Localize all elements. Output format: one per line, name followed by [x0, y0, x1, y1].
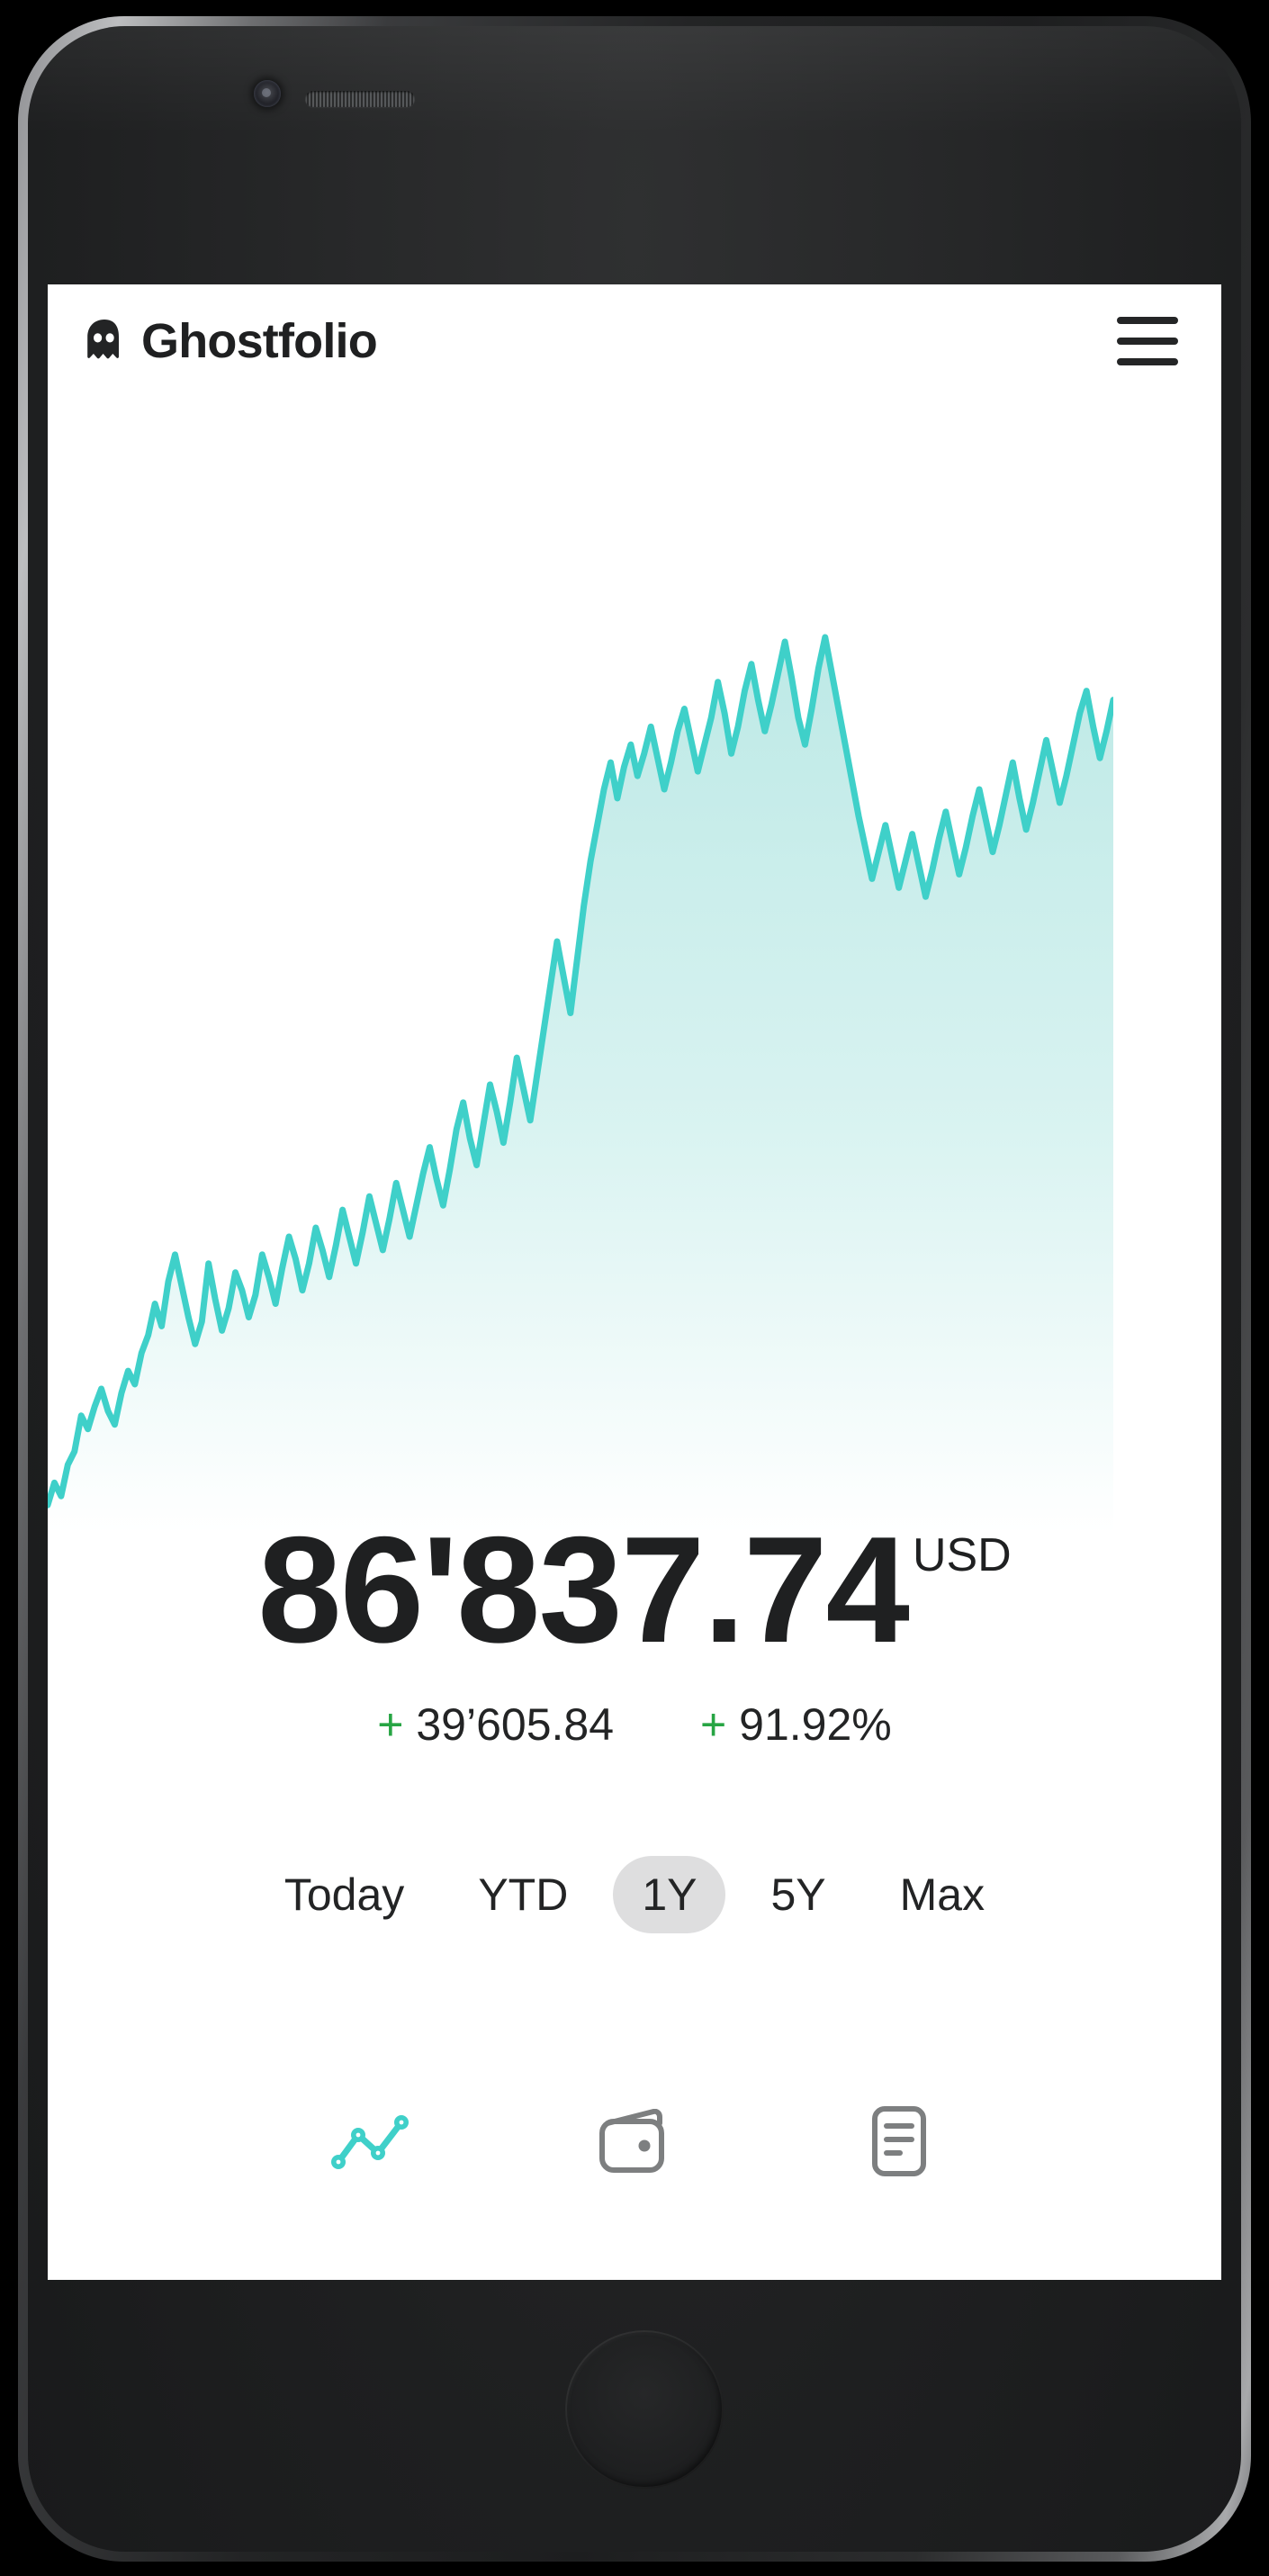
ghost-icon [87, 320, 119, 359]
date-range-tabs: Today YTD 1Y 5Y Max [48, 1856, 1221, 1933]
phone-screen: Ghostfolio [48, 284, 1221, 2280]
frame-highlight [28, 26, 1241, 134]
menu-line-3 [1117, 358, 1178, 365]
portfolio-currency: USD [912, 1529, 1012, 1581]
absolute-change: + 39’605.84 [377, 1698, 614, 1751]
home-button[interactable] [565, 2330, 724, 2489]
chart-area-fill [48, 637, 1113, 1534]
portfolio-value-row: 86'837.74 USD [257, 1505, 1012, 1674]
percent-change: + 91.92% [700, 1698, 892, 1751]
bottom-navigation [48, 2100, 1221, 2183]
brand-logo[interactable]: Ghostfolio [84, 314, 378, 368]
nav-item-activities[interactable] [858, 2100, 940, 2183]
portfolio-performance-chart[interactable] [48, 607, 1113, 1534]
portfolio-value-block: 86'837.74 USD + 39’605.84 + 91.92% [48, 1505, 1221, 1751]
percent-change-value: 91.92% [739, 1699, 892, 1751]
chart-line [48, 634, 1113, 1509]
tab-today[interactable]: Today [284, 1869, 405, 1920]
percent-change-sign: + [700, 1699, 727, 1751]
brand-name: Ghostfolio [141, 314, 378, 368]
tab-1y[interactable]: 1Y [613, 1856, 726, 1933]
absolute-change-sign: + [377, 1699, 404, 1751]
menu-line-2 [1117, 338, 1178, 345]
tab-max[interactable]: Max [899, 1869, 986, 1920]
portfolio-change-row: + 39’605.84 + 91.92% [48, 1698, 1221, 1751]
main-content: 86'837.74 USD + 39’605.84 + 91.92% [48, 398, 1221, 2280]
phone-body: Ghostfolio [28, 26, 1241, 2552]
portfolio-amount: 86'837.74 [257, 1505, 910, 1674]
phone-frame: Ghostfolio [18, 16, 1251, 2562]
line-chart-icon [331, 2115, 409, 2169]
wallet-icon [599, 2109, 664, 2173]
chart-svg [48, 634, 1113, 1534]
menu-line-1 [1117, 317, 1178, 324]
hamburger-menu-icon[interactable] [1113, 311, 1182, 371]
absolute-change-value: 39’605.84 [416, 1699, 615, 1751]
nav-item-portfolio[interactable] [593, 2100, 676, 2183]
tab-5y[interactable]: 5Y [770, 1869, 826, 1920]
nav-item-overview[interactable] [328, 2100, 411, 2183]
document-icon [872, 2106, 926, 2176]
app-header: Ghostfolio [48, 284, 1221, 398]
earpiece-speaker-icon [305, 91, 415, 107]
tab-ytd[interactable]: YTD [478, 1869, 569, 1920]
camera-icon [254, 80, 281, 107]
